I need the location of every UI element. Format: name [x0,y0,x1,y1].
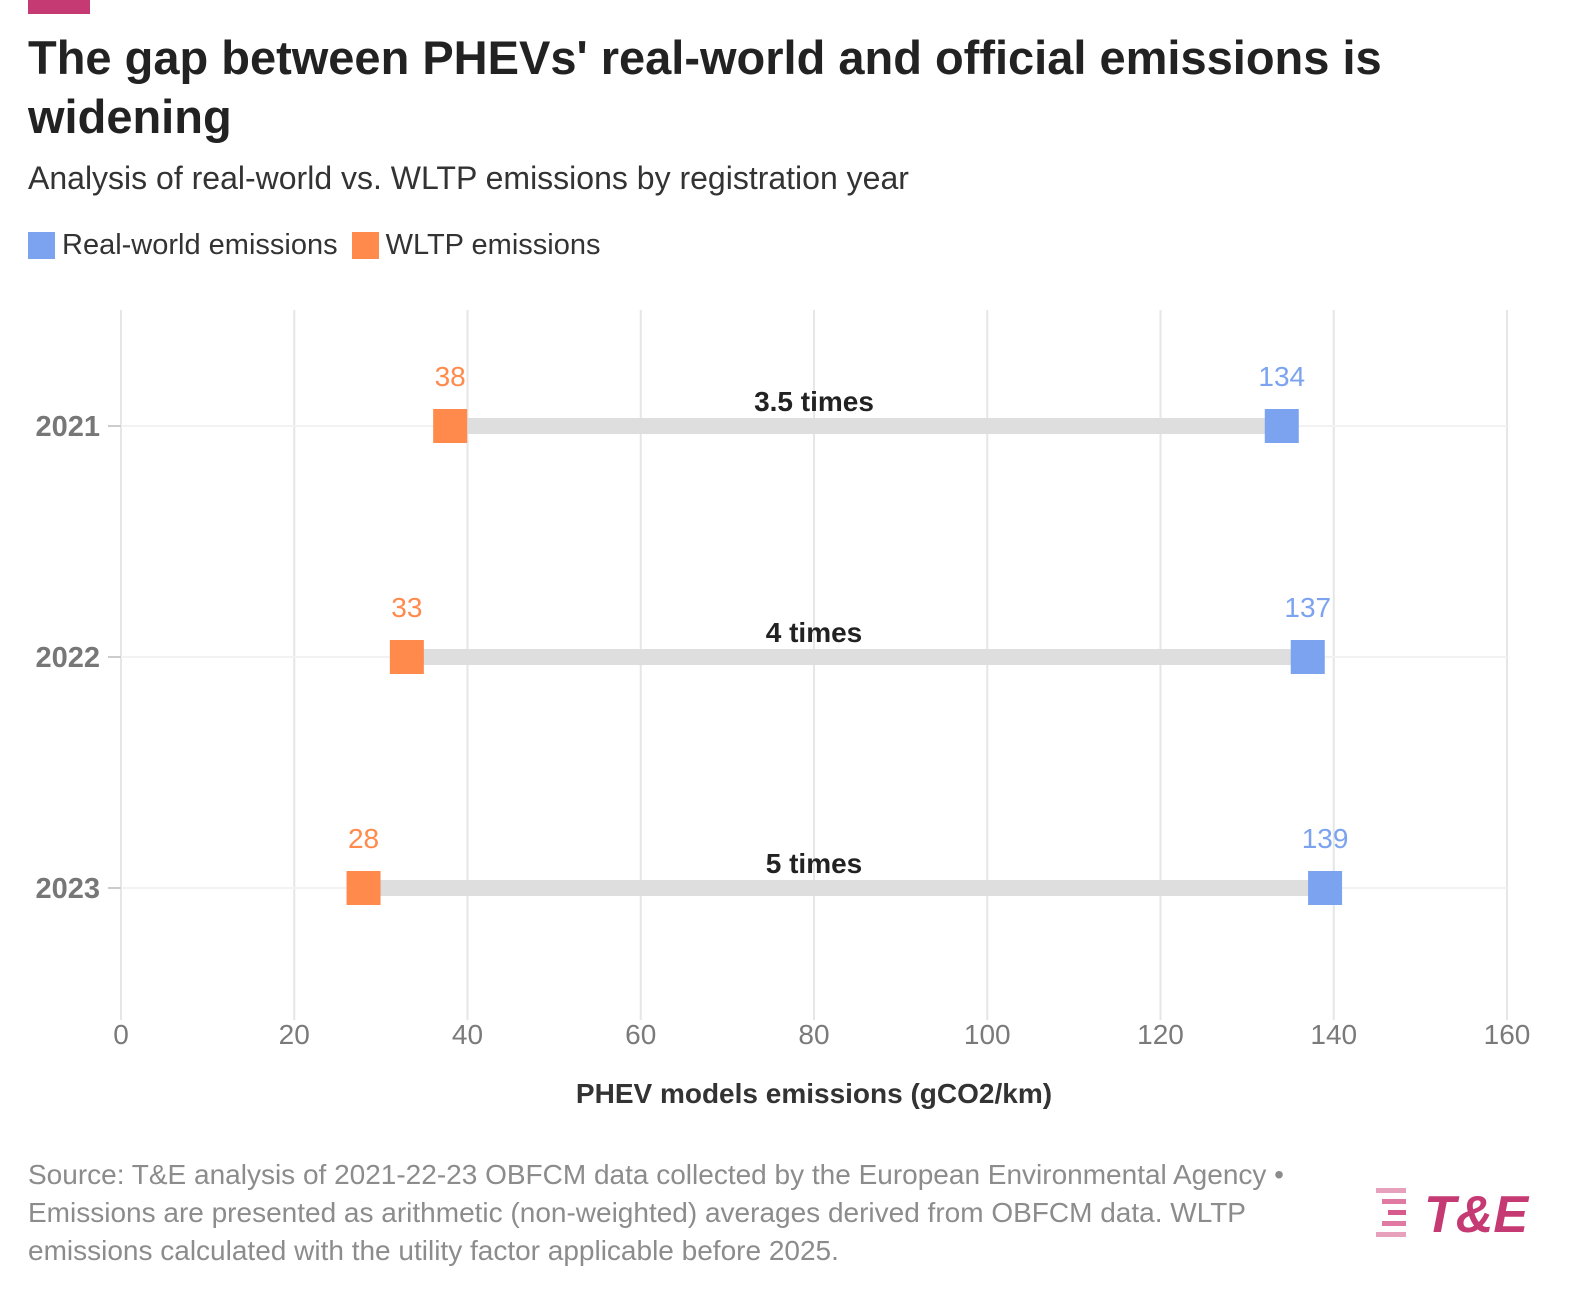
data-label-wltp: 38 [435,361,466,392]
data-label-real-world: 139 [1302,823,1349,854]
marker-real-world [1308,871,1343,905]
x-tick-label: 160 [1484,1019,1531,1050]
legend-item-wltp: WLTP emissions [351,229,601,262]
accent-bar [28,0,90,14]
data-label-wltp: 33 [391,592,422,623]
chart-title: The gap between PHEVs' real-world and of… [28,31,1382,143]
logo-text: T&E [1424,1186,1529,1244]
data-label-real-world: 137 [1284,592,1331,623]
x-tick-label: 120 [1137,1019,1184,1050]
marker-wltp [389,640,424,674]
x-tick-label: 20 [279,1019,310,1050]
marker-real-world [1264,409,1299,443]
data-label-wltp: 28 [348,823,379,854]
x-tick-label: 140 [1310,1019,1357,1050]
y-axis-label: 2023 [35,873,100,905]
te-logo: T&E [1376,1186,1529,1244]
y-axis-label: 2022 [35,642,100,674]
legend-label-wltp: WLTP emissions [385,229,601,261]
ratio-annotation: 5 times [766,848,863,879]
x-tick-label: 60 [625,1019,656,1050]
marker-wltp [433,409,468,443]
x-tick-label: 80 [798,1019,829,1050]
x-tick-label: 40 [452,1019,483,1050]
logo-stripes-icon [1376,1188,1406,1237]
ratio-annotation: 3.5 times [754,386,874,417]
y-axis-label: 2021 [35,411,100,443]
marker-wltp [346,871,381,905]
x-tick-label: 100 [964,1019,1011,1050]
legend-swatch-wltp [351,232,379,259]
dumbbell-chart: 38 134 3.5 times 2021 33 137 4 times 2022 28 139 5… [35,310,1531,1109]
legend-label-real-world: Real-world emissions [62,229,338,261]
marker-real-world [1290,640,1325,674]
legend: Real-world emissions WLTP emissions [28,229,614,262]
x-tick-label: 0 [113,1019,129,1050]
data-label-real-world: 134 [1258,361,1305,392]
chart-subtitle: Analysis of real-world vs. WLTP emission… [28,160,909,196]
legend-swatch-real-world [28,232,55,259]
source-note: Source: T&E analysis of 2021-22-23 OBFCM… [28,1159,1284,1266]
x-axis-title: PHEV models emissions (gCO2/km) [576,1078,1052,1109]
ratio-annotation: 4 times [766,617,863,648]
legend-item-real-world: Real-world emissions [28,229,338,262]
